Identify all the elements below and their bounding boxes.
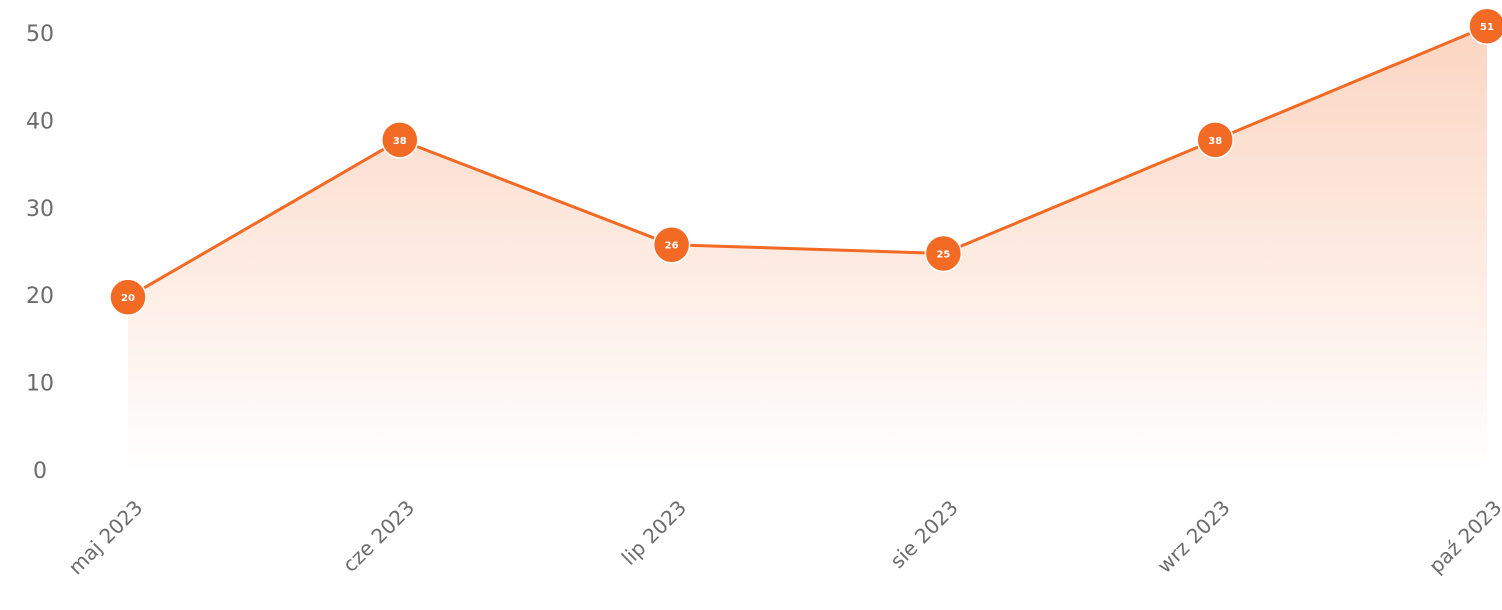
y-tick-label: 50 xyxy=(26,22,54,47)
y-tick-label: 20 xyxy=(26,284,54,309)
point xyxy=(109,278,147,316)
point xyxy=(652,225,691,264)
point xyxy=(1196,121,1234,159)
data-label: 38 xyxy=(393,136,407,147)
point xyxy=(381,121,419,159)
y-tick-label: 30 xyxy=(26,197,54,222)
data-label: 38 xyxy=(1208,136,1222,147)
data-label: 20 xyxy=(121,293,135,304)
y-tick-label: 40 xyxy=(26,109,54,134)
point xyxy=(924,234,963,273)
data-label: 51 xyxy=(1480,22,1494,33)
x-tick-label: maj 2023 xyxy=(64,495,148,579)
x-tick-label: lip 2023 xyxy=(617,495,691,569)
point xyxy=(1468,7,1502,45)
line xyxy=(127,24,1488,299)
y-tick-label: 10 xyxy=(26,372,54,397)
x-tick-label: wrz 2023 xyxy=(1152,495,1234,577)
x-tick-label: cze 2023 xyxy=(338,495,419,576)
data-label: 25 xyxy=(936,249,950,260)
x-tick-label: paź 2023 xyxy=(1424,495,1502,578)
data-label: 26 xyxy=(665,241,679,252)
x-tick-label: sie 2023 xyxy=(885,495,962,572)
y-tick-label: 0 xyxy=(33,459,47,484)
